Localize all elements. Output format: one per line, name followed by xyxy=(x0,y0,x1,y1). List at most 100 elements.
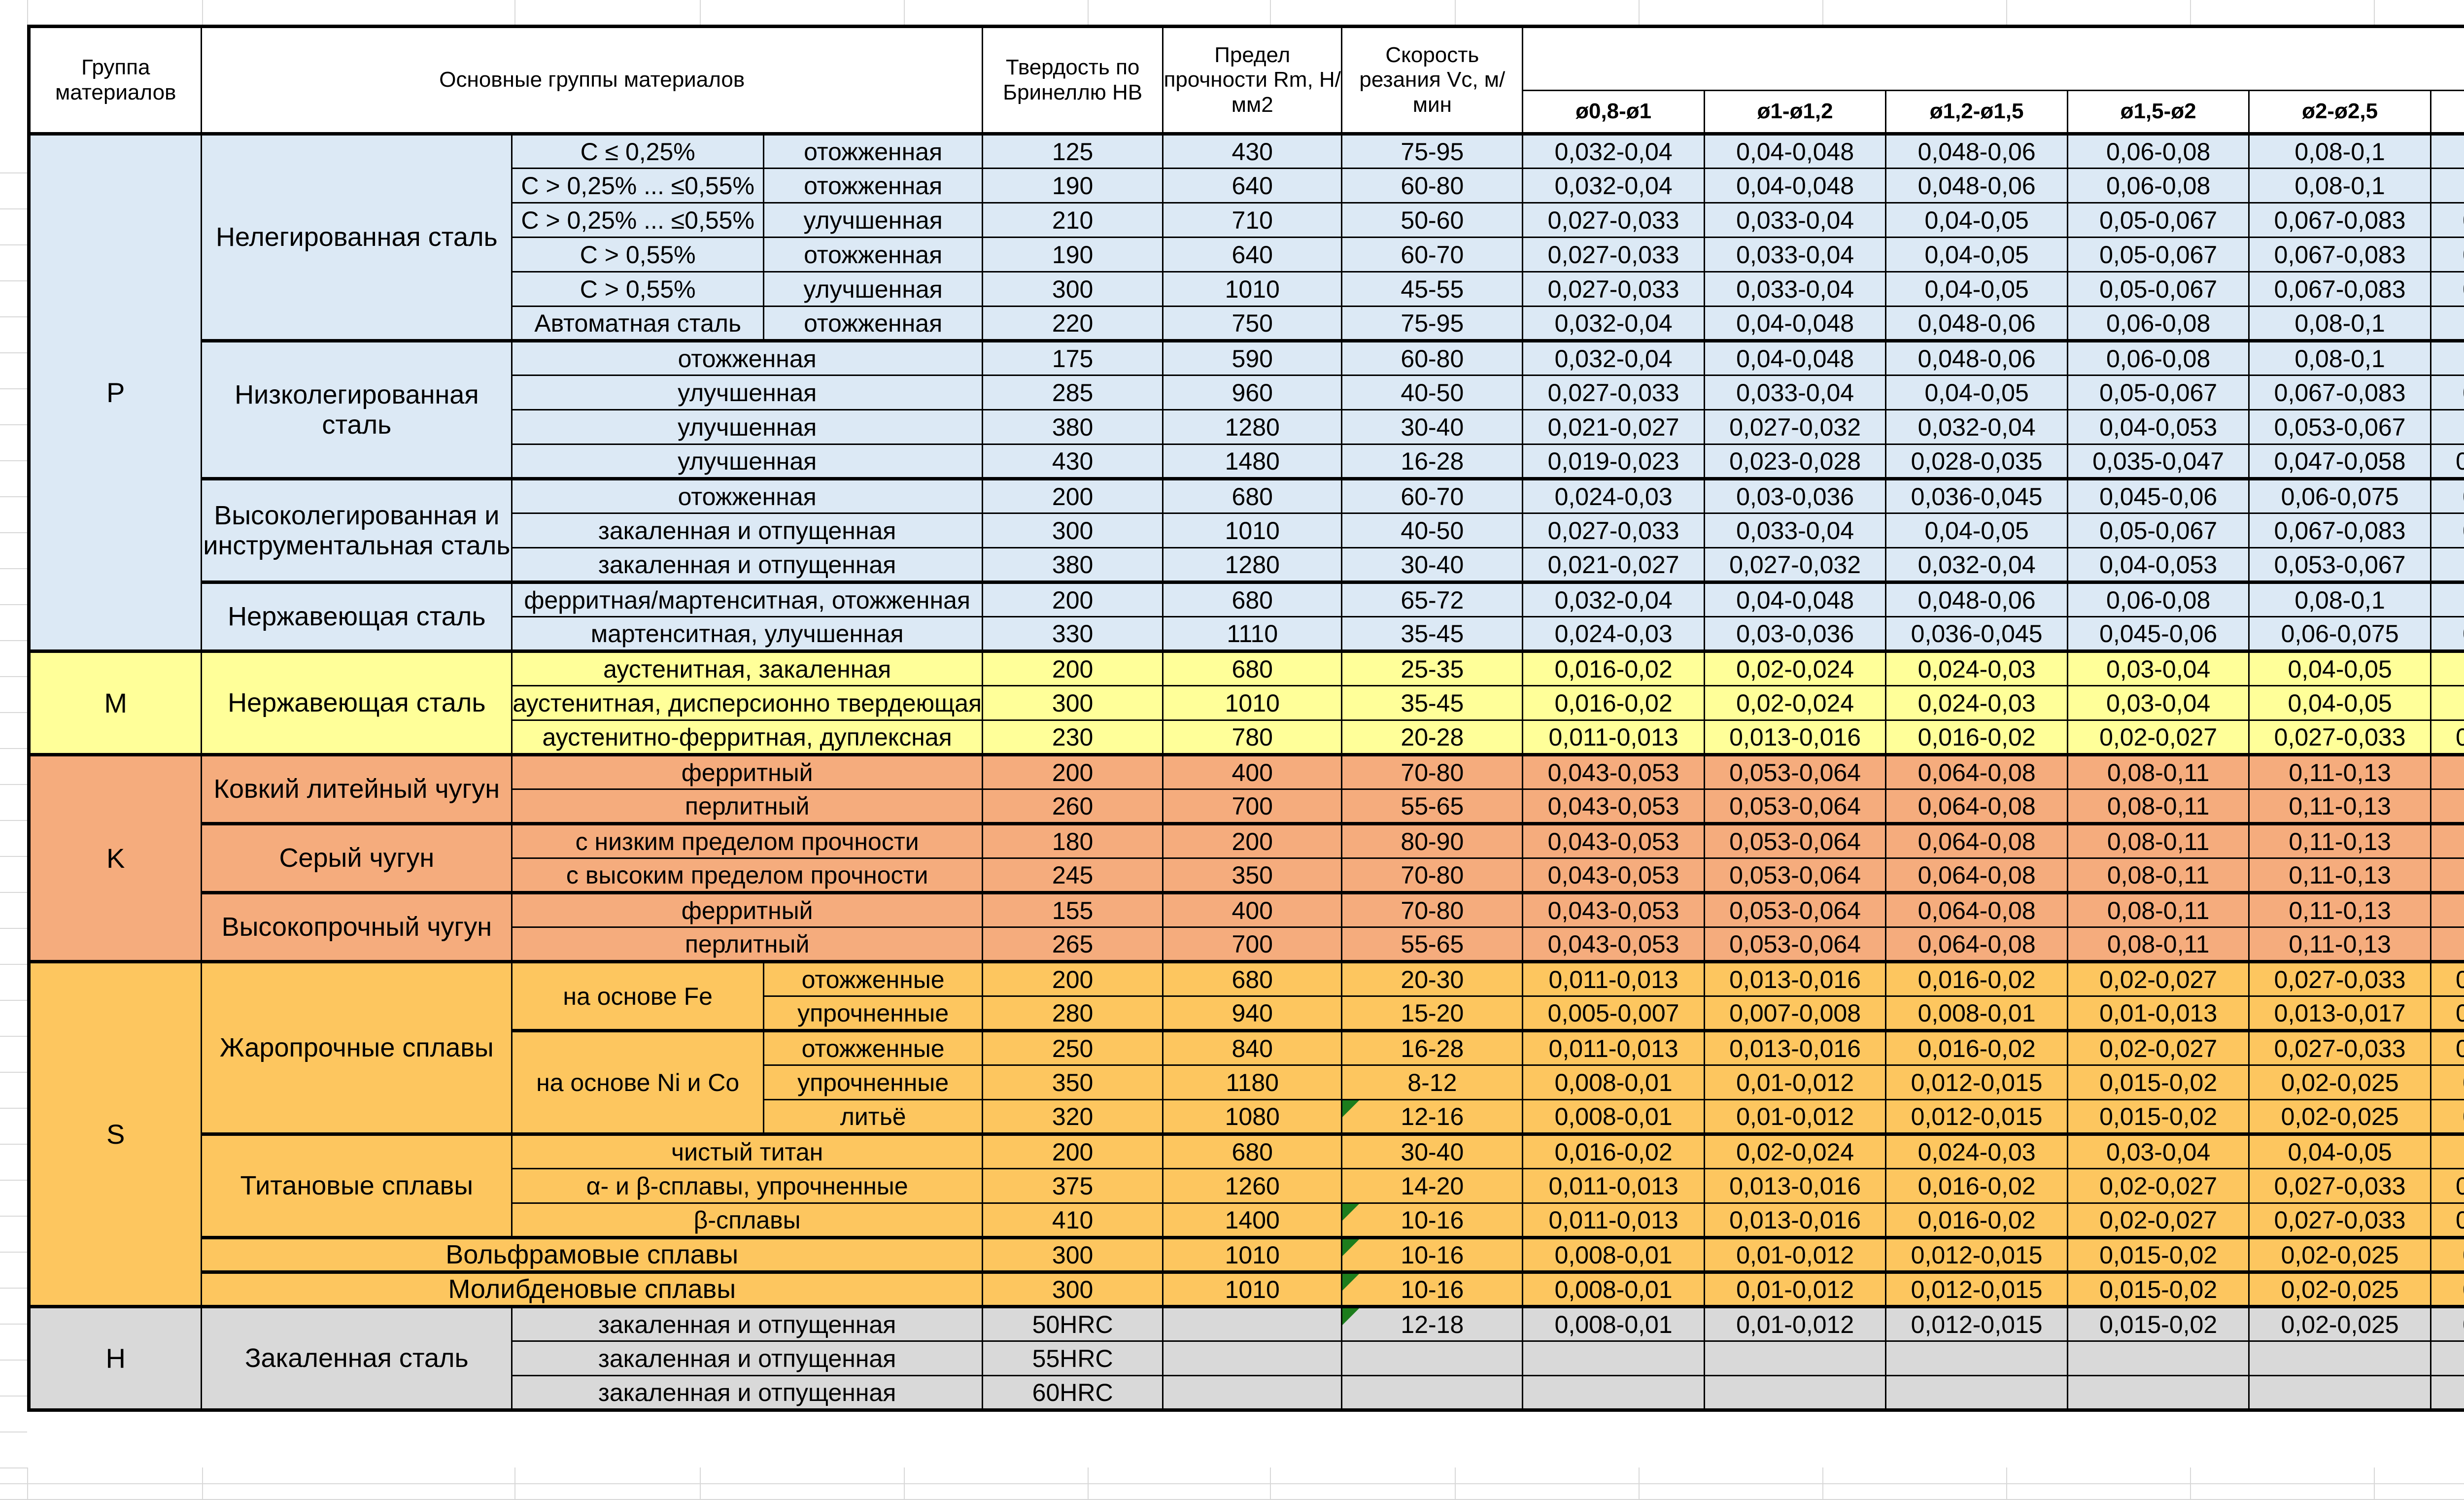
cell-feed-value[interactable]: 0,04-0,05 xyxy=(1885,271,2068,307)
cell-feed-value[interactable]: 0,027-0,032 xyxy=(1703,409,1887,445)
cell-state[interactable]: отожженные xyxy=(763,960,984,997)
cell-group-letter[interactable]: K xyxy=(28,753,203,962)
cell-state[interactable]: с высоким пределом прочности xyxy=(511,857,984,893)
cell-feed-value[interactable] xyxy=(2430,1375,2464,1411)
cell-feed-value[interactable]: 0,08-0,1 xyxy=(2248,133,2431,169)
cell-cutting-speed[interactable]: 30-40 xyxy=(1341,1132,1524,1169)
cell-family[interactable]: Титановые сплавы xyxy=(201,1132,513,1238)
cell-feed-value[interactable]: 0,024-0,03 xyxy=(1885,685,2068,721)
cell-feed-value[interactable]: 0,048-0,06 xyxy=(1885,306,2068,341)
cell-cutting-speed[interactable]: 75-95 xyxy=(1341,306,1524,341)
cell-strength[interactable]: 1280 xyxy=(1162,409,1343,445)
cell-feed-value[interactable] xyxy=(2430,1340,2464,1376)
cell-feed-value[interactable] xyxy=(2248,1375,2431,1411)
cell-hardness[interactable]: 280 xyxy=(982,995,1164,1031)
cell-group-letter[interactable]: P xyxy=(28,133,203,652)
header-diameter[interactable]: ø1,5-ø2 xyxy=(2066,90,2250,136)
cell-feed-value[interactable]: 0,1-0,16 xyxy=(2430,133,2464,169)
cell-feed-value[interactable]: 0,053-0,064 xyxy=(1703,822,1887,859)
cell-feed-value[interactable]: 0,033-0,053 xyxy=(2430,1202,2464,1238)
cell-family[interactable]: Нержавеющая сталь xyxy=(201,649,513,755)
cell-strength[interactable]: 960 xyxy=(1162,375,1343,410)
cell-feed-value[interactable]: 0,045-0,06 xyxy=(2066,616,2250,652)
cell-feed-value[interactable]: 0,04-0,05 xyxy=(1885,202,2068,238)
cell-feed-value[interactable]: 0,053-0,067 xyxy=(2248,409,2431,445)
cell-feed-value[interactable]: 0,032-0,04 xyxy=(1522,580,1705,617)
cell-feed-value[interactable]: 0,027-0,033 xyxy=(2248,1168,2431,1204)
cell-feed-value[interactable]: 0,083-0,13 xyxy=(2430,271,2464,307)
cell-feed-value[interactable]: 0,043-0,053 xyxy=(1522,753,1705,790)
cell-feed-value[interactable]: 0,064-0,08 xyxy=(1885,857,2068,893)
cell-feed-value[interactable]: 0,015-0,02 xyxy=(2066,1099,2250,1135)
cell-strength[interactable]: 700 xyxy=(1162,926,1343,962)
cell-feed-value[interactable]: 0,016-0,02 xyxy=(1522,1132,1705,1169)
cell-feed-value[interactable]: 0,048-0,06 xyxy=(1885,133,2068,169)
header-tensile-strength[interactable]: Предел прочности Rm, Н/мм2 xyxy=(1162,26,1343,136)
cell-feed-value[interactable]: 0,1-0,16 xyxy=(2430,168,2464,204)
cell-feed-value[interactable]: 0,048-0,06 xyxy=(1885,168,2068,204)
cell-feed-value[interactable]: 0,025-0,04 xyxy=(2430,1099,2464,1135)
cell-hardness[interactable]: 175 xyxy=(982,339,1164,376)
cell-cutting-speed[interactable]: 10-16 xyxy=(1341,1236,1524,1273)
cell-feed-value[interactable]: 0,033-0,053 xyxy=(2430,960,2464,997)
cell-feed-value[interactable]: 0,027-0,033 xyxy=(1522,271,1705,307)
cell-feed-value[interactable]: 0,06-0,075 xyxy=(2248,616,2431,652)
cell-hardness[interactable]: 300 xyxy=(982,1270,1164,1307)
cell-subgroup[interactable]: C ≤ 0,25% xyxy=(511,133,765,169)
cell-cutting-speed[interactable]: 10-16 xyxy=(1341,1270,1524,1307)
cell-hardness[interactable]: 200 xyxy=(982,960,1164,997)
cell-strength[interactable]: 1010 xyxy=(1162,271,1343,307)
cell-strength[interactable]: 750 xyxy=(1162,306,1343,341)
cell-cutting-speed[interactable]: 35-45 xyxy=(1341,685,1524,721)
cell-feed-value[interactable]: 0,04-0,048 xyxy=(1703,580,1887,617)
cell-feed-value[interactable]: 0,02-0,025 xyxy=(2248,1270,2431,1307)
cell-strength[interactable]: 1180 xyxy=(1162,1064,1343,1100)
cell-cutting-speed[interactable]: 15-20 xyxy=(1341,995,1524,1031)
cell-feed-value[interactable]: 0,024-0,03 xyxy=(1522,616,1705,652)
cell-feed-value[interactable]: 0,064-0,08 xyxy=(1885,822,2068,859)
cell-feed-value[interactable]: 0,08-0,11 xyxy=(2066,788,2250,824)
cell-feed-value[interactable]: 0,011-0,013 xyxy=(1522,1029,1705,1066)
cell-feed-value[interactable]: 0,02-0,024 xyxy=(1703,649,1887,686)
cell-state[interactable]: отожженные xyxy=(763,1029,984,1066)
cell-feed-value[interactable]: 0,027-0,033 xyxy=(1522,375,1705,410)
cell-feed-value[interactable]: 0,048-0,06 xyxy=(1885,580,2068,617)
cell-feed-value[interactable]: 0,067-0,11 xyxy=(2430,547,2464,583)
cell-feed-value[interactable]: 0,02-0,024 xyxy=(1703,1132,1887,1169)
cell-strength[interactable]: 680 xyxy=(1162,960,1343,997)
cell-strength[interactable]: 1400 xyxy=(1162,1202,1343,1238)
cell-feed-value[interactable]: 0,02-0,025 xyxy=(2248,1099,2431,1135)
cell-family[interactable]: Нержавеющая сталь xyxy=(201,580,513,652)
cell-subgroup[interactable]: на основе Fe xyxy=(511,960,765,1031)
cell-feed-value[interactable]: 0,08-0,1 xyxy=(2248,168,2431,204)
cell-feed-value[interactable]: 0,067-0,083 xyxy=(2248,237,2431,273)
cell-feed-value[interactable]: 0,027-0,033 xyxy=(2248,1029,2431,1066)
cell-feed-value[interactable]: 0,064-0,08 xyxy=(1885,891,2068,928)
cell-subgroup[interactable]: C > 0,55% xyxy=(511,271,765,307)
cell-feed-value[interactable]: 0,025-0,04 xyxy=(2430,1270,2464,1307)
cell-feed-value[interactable]: 0,032-0,04 xyxy=(1522,133,1705,169)
cell-feed-value[interactable]: 0,083-0,13 xyxy=(2430,512,2464,548)
cell-hardness[interactable]: 300 xyxy=(982,512,1164,548)
cell-hardness[interactable]: 430 xyxy=(982,443,1164,479)
cell-feed-value[interactable]: 0,007-0,008 xyxy=(1703,995,1887,1031)
cell-group-letter[interactable]: M xyxy=(28,649,203,755)
cell-feed-value[interactable]: 0,05-0,067 xyxy=(2066,375,2250,410)
cell-cutting-speed[interactable]: 8-12 xyxy=(1341,1064,1524,1100)
cell-cutting-speed[interactable] xyxy=(1341,1375,1524,1411)
cell-feed-value[interactable]: 0,011-0,013 xyxy=(1522,960,1705,997)
cell-state[interactable]: перлитный xyxy=(511,788,984,824)
cell-state[interactable]: упрочненные xyxy=(763,995,984,1031)
cell-feed-value[interactable]: 0,067-0,083 xyxy=(2248,202,2431,238)
cell-strength[interactable]: 1010 xyxy=(1162,1236,1343,1273)
cell-feed-value[interactable]: 0,13-0,21 xyxy=(2430,857,2464,893)
cell-state[interactable]: перлитный xyxy=(511,926,984,962)
cell-state[interactable]: закаленная и отпущенная xyxy=(511,1305,984,1342)
cell-feed-value[interactable]: 0,02-0,025 xyxy=(2248,1064,2431,1100)
cell-feed-value[interactable]: 0,013-0,016 xyxy=(1703,1029,1887,1066)
cell-cutting-speed[interactable]: 20-28 xyxy=(1341,719,1524,755)
cell-state[interactable]: отожженная xyxy=(763,306,984,341)
cell-feed-value[interactable]: 0,027-0,033 xyxy=(2248,960,2431,997)
cell-feed-value[interactable]: 0,016-0,02 xyxy=(1885,719,2068,755)
cell-hardness[interactable]: 210 xyxy=(982,202,1164,238)
